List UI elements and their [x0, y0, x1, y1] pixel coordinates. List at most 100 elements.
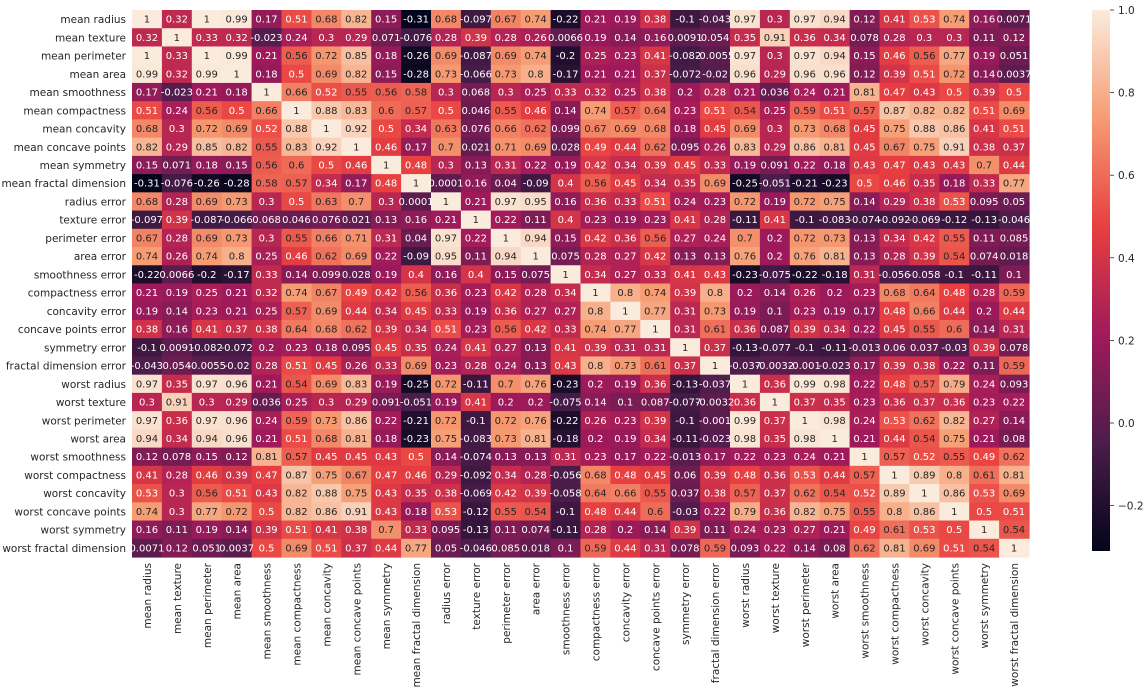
cell-annotation: 0.48 [734, 470, 756, 481]
cell-annotation: 0.48 [375, 179, 397, 190]
heatmap-cell [879, 174, 910, 193]
heatmap-cell [221, 265, 253, 285]
cell-annotation: -0.03 [941, 343, 967, 354]
heatmap-cell [311, 283, 342, 303]
cell-annotation: 0.75 [913, 142, 935, 153]
cell-annotation: 0.074 [970, 252, 999, 263]
cell-annotation: -0.0032 [756, 361, 795, 372]
cell-annotation: 0.46 [285, 252, 307, 263]
cell-annotation: 0.73 [794, 124, 816, 135]
cell-annotation: 0.43 [375, 507, 397, 518]
cell-annotation: 0.0066 [159, 270, 194, 281]
heatmap-cell [460, 356, 492, 376]
cell-annotation: 0.18 [315, 343, 337, 354]
heatmap-cell [132, 356, 163, 376]
cell-annotation: 0.55 [943, 233, 965, 244]
cell-annotation: 0.19 [614, 434, 636, 445]
cell-annotation: 0.34 [614, 160, 636, 171]
heatmap-cell [789, 374, 821, 394]
cell-annotation: 0.91 [764, 33, 786, 44]
cell-annotation: 0.28 [883, 252, 905, 263]
cell-annotation: 0.51 [704, 106, 726, 117]
heatmap-cell [849, 374, 881, 394]
cell-annotation: 0.52 [255, 124, 277, 135]
heatmap-cell [161, 119, 193, 139]
heatmap-cell [909, 101, 940, 120]
cell-annotation: 0.085 [1000, 233, 1029, 244]
heatmap-cell [640, 119, 671, 139]
heatmap-cell [520, 210, 552, 230]
cell-annotation: 0.2 [498, 398, 514, 409]
heatmap-cell [132, 119, 163, 139]
cell-annotation: 0.88 [315, 489, 337, 500]
cell-annotation: 0.0037 [219, 543, 254, 554]
cell-annotation: 0.92 [315, 142, 337, 153]
cell-annotation: 0.66 [255, 106, 277, 117]
heatmap-cell [550, 374, 582, 394]
heatmap-cell [969, 447, 1000, 467]
heatmap-cell [401, 28, 432, 48]
heatmap-cell [132, 82, 163, 102]
colorbar-gradient [1092, 10, 1110, 551]
heatmap-cell [580, 283, 611, 303]
heatmap-cell [730, 338, 761, 358]
cell-annotation: 0.14 [285, 270, 307, 281]
cell-annotation: 0.0001 [428, 179, 463, 190]
cell-annotation: 0.89 [883, 489, 905, 500]
heatmap-cell [191, 46, 223, 66]
heatmap-cell [460, 119, 492, 139]
heatmap-cell [191, 10, 223, 29]
heatmap-cell [490, 247, 522, 266]
cell-annotation: 0.33 [405, 525, 427, 536]
cell-annotation: 0.21 [226, 288, 248, 299]
heatmap-cell [281, 283, 312, 303]
y-tick-label: mean perimeter [41, 51, 127, 63]
heatmap-cell [939, 137, 970, 157]
cell-annotation: 0.54 [943, 252, 965, 263]
cell-annotation: 0.82 [943, 106, 965, 117]
heatmap-cell [819, 46, 851, 66]
cell-annotation: 0.37 [226, 325, 248, 336]
cell-annotation: 0.48 [584, 507, 606, 518]
cell-annotation: 0.26 [704, 142, 726, 153]
heatmap-cell [431, 10, 462, 29]
cell-annotation: 0.3 [498, 88, 514, 99]
heatmap-cell [191, 119, 223, 139]
cell-annotation: 0.45 [375, 343, 397, 354]
cell-annotation: 0.97 [196, 416, 218, 427]
heatmap-cell [580, 520, 611, 540]
heatmap-cell [670, 520, 701, 540]
cell-annotation: 0.62 [853, 543, 875, 554]
heatmap-cell [580, 484, 611, 503]
cell-annotation: 0.69 [525, 142, 547, 153]
heatmap-cell [550, 484, 582, 503]
cell-annotation: 0.23 [584, 215, 606, 226]
heatmap-cell [909, 502, 940, 522]
heatmap-cell [191, 411, 223, 430]
heatmap-cell [580, 392, 611, 412]
cell-annotation: 0.47 [883, 160, 905, 171]
heatmap-cell [610, 155, 641, 175]
cell-annotation: 0.8 [528, 69, 544, 80]
heatmap-cell [341, 283, 372, 303]
cell-annotation: 0.3 [438, 160, 454, 171]
cell-annotation: 1 [263, 88, 269, 99]
heatmap-cell [490, 319, 522, 339]
heatmap-cell [670, 538, 701, 558]
heatmap-cell [640, 228, 671, 248]
cell-annotation: 0.23 [973, 398, 995, 409]
heatmap-cell [550, 411, 582, 430]
heatmap-cell [132, 319, 163, 339]
heatmap-cell [759, 265, 791, 285]
cell-annotation: 0.69 [495, 51, 517, 62]
heatmap-cell [311, 192, 342, 212]
cell-annotation: 0.8 [587, 306, 603, 317]
heatmap-cell [460, 228, 492, 248]
heatmap-cell [879, 411, 910, 430]
heatmap-cell [999, 210, 1030, 230]
heatmap-cell [759, 374, 791, 394]
cell-annotation: 0.57 [734, 489, 756, 500]
cell-annotation: 0.11 [525, 215, 547, 226]
heatmap-cell [371, 28, 402, 48]
cell-annotation: 0.57 [853, 106, 875, 117]
